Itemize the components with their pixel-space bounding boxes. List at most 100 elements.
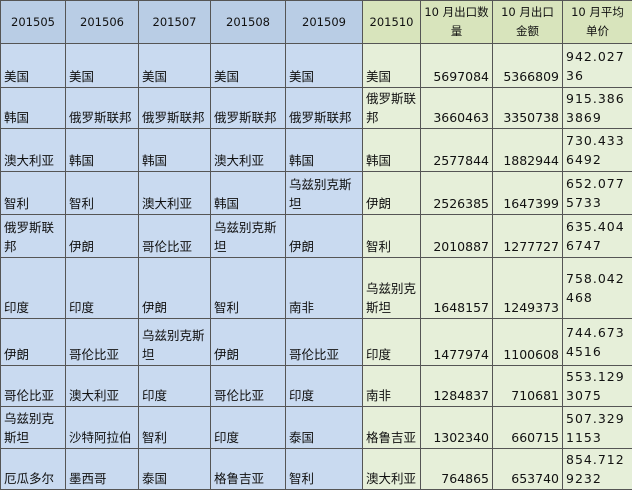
- table-cell: 1249373: [493, 258, 563, 319]
- table-cell: 553.1293075: [563, 366, 632, 407]
- table-cell: 伊朗: [286, 215, 363, 258]
- table-cell: 伊朗: [1, 319, 66, 366]
- table-cell: 美国: [286, 44, 363, 88]
- table-cell: 印度: [286, 366, 363, 407]
- table-cell: 厄瓜多尔: [1, 449, 66, 490]
- table-cell: 韩国: [1, 88, 66, 129]
- table-cell: 哥伦比亚: [1, 366, 66, 407]
- table-cell: 泰国: [139, 449, 211, 490]
- table-cell: 854.7129232: [563, 449, 632, 490]
- table-cell: 3660463: [421, 88, 493, 129]
- table-cell: 伊朗: [363, 172, 421, 215]
- table-cell: 泰国: [286, 407, 363, 449]
- table-cell: 652.0775733: [563, 172, 632, 215]
- table-cell: 沙特阿拉伯: [66, 407, 139, 449]
- table-cell: 1648157: [421, 258, 493, 319]
- table-cell: 伊朗: [211, 319, 286, 366]
- table-cell: 墨西哥: [66, 449, 139, 490]
- table-cell: 2010887: [421, 215, 493, 258]
- header-cell: 201505: [1, 1, 66, 44]
- table-cell: 韩国: [363, 129, 421, 172]
- table-cell: 1302340: [421, 407, 493, 449]
- table-cell: 南非: [363, 366, 421, 407]
- table-cell: 俄罗斯联邦: [1, 215, 66, 258]
- table-cell: 澳大利亚: [66, 366, 139, 407]
- header-cell: 201506: [66, 1, 139, 44]
- table-cell: 2526385: [421, 172, 493, 215]
- table-cell: 915.3863869: [563, 88, 632, 129]
- table-cell: 澳大利亚: [139, 172, 211, 215]
- table-cell: 710681: [493, 366, 563, 407]
- table-cell: 格鲁吉亚: [211, 449, 286, 490]
- table-cell: 942.02736: [563, 44, 632, 88]
- table-cell: 南非: [286, 258, 363, 319]
- table-cell: 2577844: [421, 129, 493, 172]
- table-cell: 1284837: [421, 366, 493, 407]
- table-cell: 3350738: [493, 88, 563, 129]
- table-cell: 653740: [493, 449, 563, 490]
- table-cell: 韩国: [139, 129, 211, 172]
- table-cell: 乌兹别克斯坦: [139, 319, 211, 366]
- table-cell: 美国: [66, 44, 139, 88]
- table-cell: 俄罗斯联邦: [286, 88, 363, 129]
- table-cell: 韩国: [211, 172, 286, 215]
- table-cell: 智利: [66, 172, 139, 215]
- table-cell: 印度: [66, 258, 139, 319]
- header-cell: 10 月平均单价: [563, 1, 632, 44]
- table-cell: 1277727: [493, 215, 563, 258]
- table-cell: 乌兹别克斯坦: [286, 172, 363, 215]
- table-cell: 美国: [211, 44, 286, 88]
- table-cell: 1647399: [493, 172, 563, 215]
- table-cell: 印度: [139, 366, 211, 407]
- header-cell: 201507: [139, 1, 211, 44]
- table-cell: 印度: [363, 319, 421, 366]
- table-cell: 764865: [421, 449, 493, 490]
- table-cell: 1100608: [493, 319, 563, 366]
- table-cell: 印度: [211, 407, 286, 449]
- table-cell: 澳大利亚: [363, 449, 421, 490]
- header-cell: 201509: [286, 1, 363, 44]
- table-cell: 5366809: [493, 44, 563, 88]
- table-cell: 乌兹别克斯坦: [363, 258, 421, 319]
- table-cell: 美国: [363, 44, 421, 88]
- header-cell: 10 月出口数量: [421, 1, 493, 44]
- table-cell: 伊朗: [66, 215, 139, 258]
- table-cell: 乌兹别克斯坦: [1, 407, 66, 449]
- header-cell: 201508: [211, 1, 286, 44]
- table-cell: 744.6734516: [563, 319, 632, 366]
- table-cell: 俄罗斯联邦: [211, 88, 286, 129]
- table-cell: 1477974: [421, 319, 493, 366]
- table-cell: 俄罗斯联邦: [363, 88, 421, 129]
- table-cell: 758.042468: [563, 258, 632, 319]
- table-cell: 格鲁吉亚: [363, 407, 421, 449]
- header-cell: 201510: [363, 1, 421, 44]
- table-cell: 507.3291153: [563, 407, 632, 449]
- table-cell: 智利: [139, 407, 211, 449]
- table-cell: 伊朗: [139, 258, 211, 319]
- header-cell: 10 月出口金额: [493, 1, 563, 44]
- table-cell: 韩国: [66, 129, 139, 172]
- table-cell: 哥伦比亚: [211, 366, 286, 407]
- table-cell: 乌兹别克斯坦: [211, 215, 286, 258]
- table-cell: 美国: [139, 44, 211, 88]
- table-cell: 韩国: [286, 129, 363, 172]
- table-cell: 635.4046747: [563, 215, 632, 258]
- table-cell: 1882944: [493, 129, 563, 172]
- table-cell: 5697084: [421, 44, 493, 88]
- table-cell: 智利: [286, 449, 363, 490]
- table-cell: 哥伦比亚: [286, 319, 363, 366]
- table-cell: 哥伦比亚: [66, 319, 139, 366]
- table-cell: 智利: [1, 172, 66, 215]
- table-cell: 印度: [1, 258, 66, 319]
